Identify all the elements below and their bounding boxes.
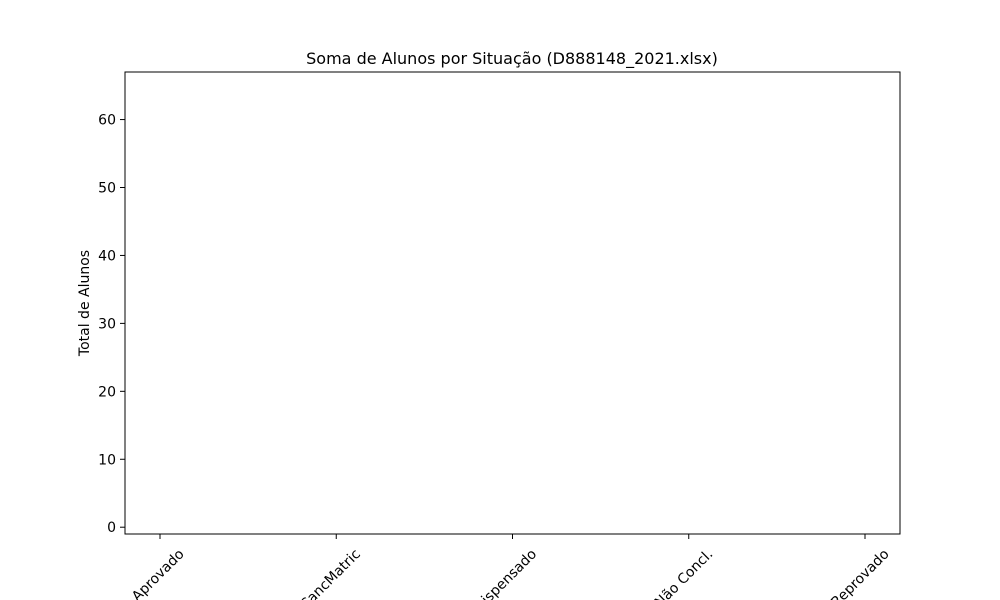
y-axis-label: Total de Alunos (77, 250, 93, 357)
x-tick-label-3: Não Concl. (652, 546, 717, 600)
chart-marks: 0 10 20 30 40 50 60 Aprovado CancMatric Dispensad… (98, 113, 892, 600)
y-tick-label-5: 50 (98, 181, 116, 197)
y-tick-label-0: 0 (107, 520, 116, 536)
y-tick-label-1: 10 (98, 452, 116, 468)
x-tick-label-0: Aprovado (129, 546, 188, 600)
y-tick-label-4: 40 (98, 248, 116, 264)
x-tick-label-4: Reprovado (828, 546, 892, 600)
chart-title: Soma de Alunos por Situação (D888148_202… (306, 49, 718, 69)
y-tick-label-3: 30 (98, 316, 116, 332)
plot-frame (124, 71, 901, 535)
y-tick-label-2: 20 (98, 384, 116, 400)
x-tick-label-1: CancMatric (297, 546, 364, 600)
x-tick-label-2: Dispensado (471, 546, 540, 600)
y-tick-label-6: 60 (98, 113, 116, 129)
